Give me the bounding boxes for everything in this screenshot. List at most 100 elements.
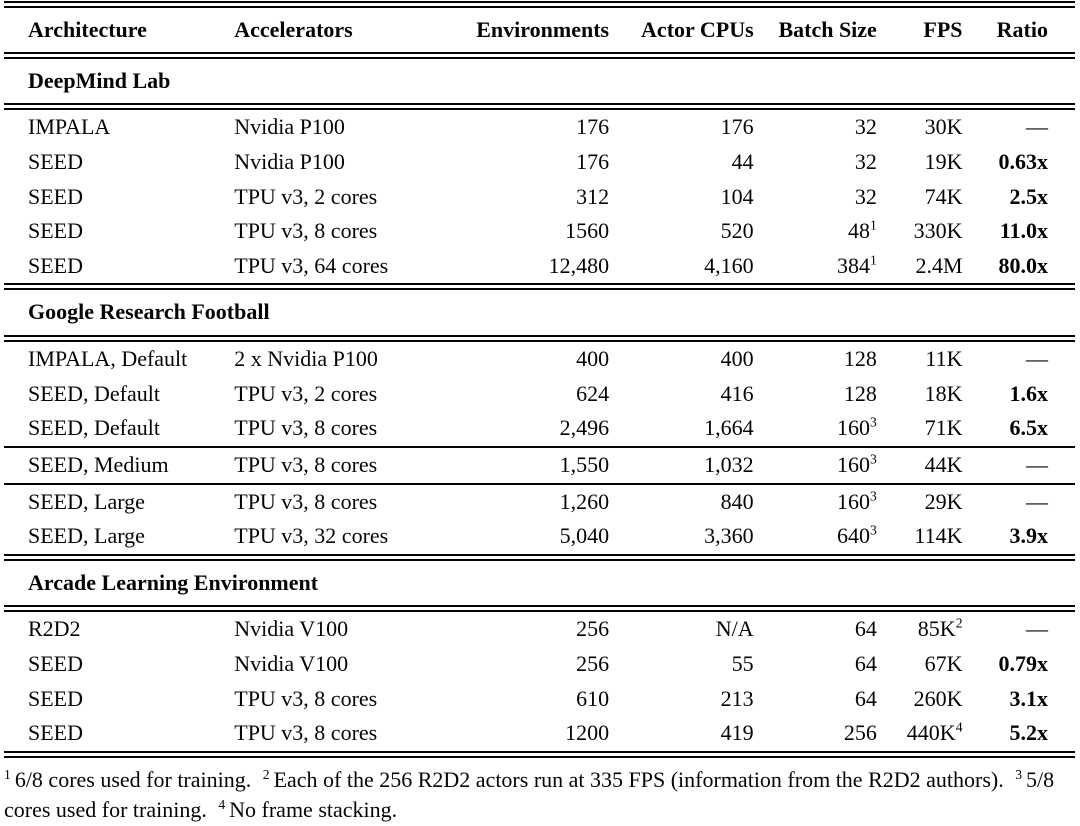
table-row: SEED Nvidia V100 256 55 64 67K 0.79x [4,647,1075,682]
cell-accelerators: Nvidia V100 [234,616,349,642]
cell-ratio: 5.2x [1009,720,1049,746]
cell-fps: 19K [924,148,963,174]
cell-fps: 11K [925,346,963,371]
cell-actor-cpus: 1,032 [609,445,754,484]
cell-ratio: 0.79x [998,651,1049,676]
cell-environments: 312 [576,183,610,209]
cell-environments: 5,040 [559,523,610,549]
section-header-row: Arcade Learning Environment [4,553,1075,613]
footnote-marker: 1 [870,217,877,233]
cell-batch-size: 481 [848,217,877,244]
cell-environments: 1560 [565,218,610,244]
cell-batch-size: 64 [854,651,877,676]
cell-actor-cpus: 3,360 [704,523,754,549]
cell-architecture: SEED [28,252,83,278]
column-header-actor-cpus: Actor CPUs [609,4,754,59]
cell-accelerators: TPU v3, 64 cores [234,252,389,278]
table-row: SEED, Default TPU v3, 2 cores 624 416 128 18K… [4,377,1075,412]
column-header-fps: FPS [876,4,963,59]
table-row: SEED TPU v3, 2 cores 312 104 32 74K 2.5x [4,180,1075,215]
footnote: 2 Each of the 256 R2D2 actors run at 335 … [262,766,1004,792]
cell-actor-cpus: 4,160 [704,252,754,278]
section-title: Google Research Football [4,283,1075,342]
cell-architecture: SEED, Large [4,482,235,520]
cell-ratio: 3.9x [1009,523,1049,549]
cell-fps: 74K [924,183,963,209]
table-row: SEED TPU v3, 8 cores 1200 419 256 440K4 5.2x [4,716,1075,754]
cell-architecture: SEED [28,651,83,676]
cell-actor-cpus: 44 [731,148,754,174]
column-header-environments: Environments [443,4,610,59]
table-row: SEED TPU v3, 64 cores 12,480 4,160 3841 2.4M 8… [4,249,1075,287]
cell-batch-size: 6403 [837,522,877,549]
cell-accelerators: TPU v3, 8 cores [234,218,378,244]
cell-batch-size: 64 [854,616,877,642]
cell-fps: 30K [924,114,963,140]
cell-accelerators: TPU v3, 8 cores [234,720,378,746]
cell-architecture: SEED [28,183,83,209]
cell-architecture: SEED, Default [28,380,160,406]
section-header-row: DeepMind Lab [4,51,1075,111]
table-row: SEED, Medium TPU v3, 8 cores 1,550 1,032 160… [4,445,1075,484]
footnote-marker: 2 [262,766,270,782]
cell-architecture: SEED [28,720,83,746]
cell-batch-size: 1603 [753,482,877,520]
cell-fps: 18K [924,380,963,406]
cell-batch-size: 1603 [753,445,877,484]
cell-fps: 85K2 [917,616,963,642]
cell-architecture: SEED, Medium [4,445,235,484]
cell-ratio: — [1026,616,1048,642]
cell-ratio: 80.0x [998,252,1049,278]
cell-accelerators: TPU v3, 8 cores [234,445,444,484]
cell-environments: 624 [576,380,610,406]
cell-accelerators: Nvidia P100 [234,114,345,140]
cell-fps: 114K [914,523,963,549]
table-body: DeepMind Lab IMPALA Nvidia P100 176 176 3 2 30K… [4,51,1075,754]
cell-fps: 2.4M [915,252,963,278]
footnote-marker: 3 [870,522,877,538]
cell-actor-cpus: 55 [731,651,754,676]
cell-architecture: IMPALA [28,114,111,140]
cell-ratio: 1.6x [1009,380,1049,406]
cell-environments: 176 [576,148,610,174]
cell-ratio: 0.63x [998,148,1049,174]
cell-accelerators: TPU v3, 2 cores [234,183,378,209]
cell-actor-cpus: 176 [720,114,754,140]
footnote: 1 6/8 cores used for training. [4,766,252,792]
cell-batch-size: 64 [854,685,877,711]
cell-architecture: SEED, Large [28,523,145,549]
footnote: 4 No frame stacking. [218,796,398,823]
cell-fps: 330K [913,218,963,244]
cell-actor-cpus: N/A [715,616,754,642]
table-row: SEED TPU v3, 8 cores 610 213 64 260K 3.1x [4,682,1075,717]
table-row: SEED, Large TPU v3, 8 cores 1,260 840 1603 29… [4,482,1075,520]
cell-actor-cpus: 520 [720,218,754,244]
cell-environments: 12,480 [548,252,610,278]
header-row: Architecture Accelerators Environments A… [4,4,1075,59]
footnote-marker: 2 [955,616,963,632]
cell-accelerators: TPU v3, 8 cores [234,482,444,520]
cell-architecture: SEED, Default [28,415,160,441]
cell-ratio: — [962,445,1075,484]
table-row: SEED, Large TPU v3, 32 cores 5,040 3,360 640… [4,519,1075,557]
cell-actor-cpus: 419 [720,720,754,746]
cell-architecture: SEED [28,685,83,711]
cell-architecture: R2D2 [28,616,81,642]
cell-accelerators: Nvidia P100 [234,148,345,174]
footnote-marker: 4 [218,796,226,812]
cell-fps: 440K4 [906,719,963,746]
cell-accelerators: TPU v3, 2 cores [234,380,378,406]
section-header-row: Google Research Football [4,283,1075,342]
cell-batch-size: 3841 [837,252,877,278]
table-row: SEED Nvidia P100 176 44 32 19K 0.63x [4,145,1075,180]
footnotes: 1 6/8 cores used for training. 2 Each of t… [4,765,1075,826]
section-title: DeepMind Lab [4,51,1075,111]
benchmark-table: Architecture Accelerators Environments A… [4,1,1075,758]
cell-ratio: — [1026,114,1048,140]
cell-environments: 176 [576,114,610,140]
cell-environments: 1,260 [443,482,610,520]
footnote-marker: 1 [870,252,877,268]
cell-fps: 67K [924,651,963,676]
cell-actor-cpus: 213 [720,685,754,711]
